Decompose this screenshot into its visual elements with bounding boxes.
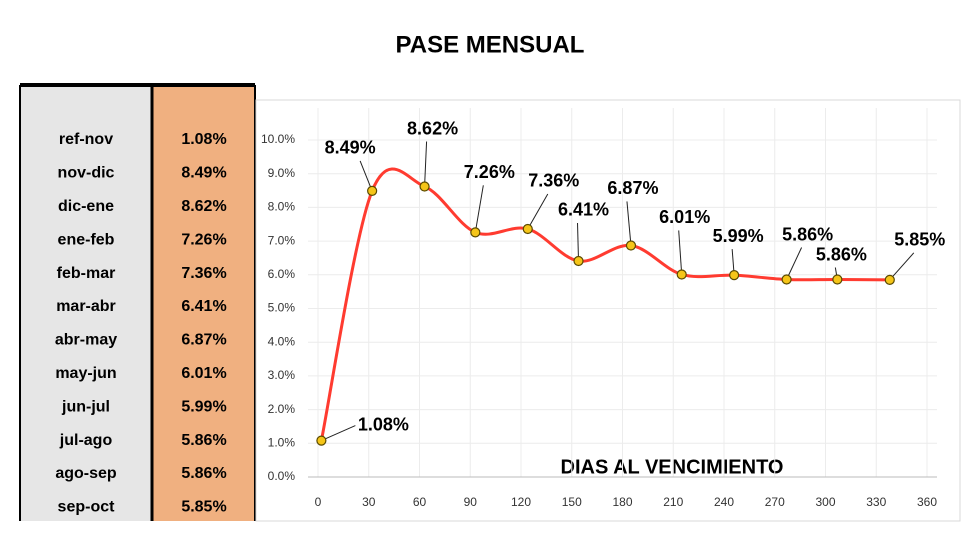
point (729, 270, 740, 281)
x-tick-label: 0 (315, 495, 322, 509)
point (573, 255, 584, 267)
data-label: 5.86% (816, 244, 867, 264)
data-label: 8.62% (407, 118, 458, 138)
point (676, 269, 687, 280)
y-tick-label: 6.0% (268, 267, 296, 281)
y-tick-label: 0.0% (268, 469, 296, 483)
data-label: 5.99% (713, 226, 764, 246)
x-tick-label: 120 (511, 495, 531, 509)
x-tick-label: 270 (765, 495, 785, 509)
point (470, 227, 481, 238)
row-label: ene-feb (58, 231, 115, 248)
x-tick-label: 360 (917, 495, 937, 509)
row-label: abr-may (55, 332, 117, 349)
x-tick-label: 300 (815, 495, 835, 509)
label-leader (424, 141, 428, 187)
row-value: 7.26% (181, 231, 226, 248)
row-label: jul-ago (59, 432, 113, 449)
row-label: ref-nov (59, 131, 113, 148)
value-column (152, 85, 255, 521)
row-label: mar-abr (56, 298, 116, 315)
row-label: jun-jul (61, 398, 110, 415)
label-leader (889, 252, 915, 281)
y-tick-label: 1.0% (268, 435, 296, 449)
row-value: 8.62% (181, 198, 226, 215)
data-label: 7.36% (528, 171, 579, 191)
label-leader (359, 160, 373, 192)
row-label: sep-oct (58, 499, 116, 516)
label-leader (527, 193, 549, 230)
row-label: dic-ene (58, 198, 114, 215)
y-tick-label: 7.0% (268, 233, 296, 247)
row-label: may-jun (55, 365, 116, 382)
x-tick-label: 210 (663, 495, 683, 509)
data-label: 6.87% (607, 178, 658, 198)
data-label: 1.08% (358, 414, 409, 434)
point (884, 274, 895, 285)
row-label: nov-dic (58, 165, 115, 182)
label-leader (321, 425, 356, 442)
y-tick-label: 2.0% (268, 402, 296, 416)
point (832, 274, 843, 285)
row-label: ago-sep (55, 465, 117, 482)
y-tick-label: 9.0% (268, 166, 296, 180)
point (522, 223, 533, 235)
row-value: 6.87% (181, 332, 226, 349)
label-leader (786, 247, 803, 280)
point (316, 435, 327, 446)
x-tick-label: 60 (413, 495, 427, 509)
row-label: feb-mar (57, 265, 116, 282)
x-tick-label: 180 (612, 495, 632, 509)
page-title: PASE MENSUAL (396, 31, 585, 58)
data-label: 8.49% (325, 138, 376, 158)
row-value: 1.08% (181, 131, 226, 148)
data-label: 6.41% (558, 200, 609, 220)
data-label: 5.86% (782, 224, 833, 244)
label-leader (626, 201, 632, 246)
row-value: 5.85% (181, 499, 226, 516)
row-value: 5.99% (181, 398, 226, 415)
y-tick-label: 5.0% (268, 301, 296, 315)
row-value: 7.36% (181, 265, 226, 282)
x-tick-label: 30 (362, 495, 376, 509)
data-label: 7.26% (464, 162, 515, 182)
label-leader (577, 222, 580, 261)
label-column (20, 85, 152, 521)
x-axis-label: DIAS AL VENCIMIENTO (561, 456, 784, 478)
row-value: 5.86% (181, 432, 226, 449)
data-label: 5.85% (894, 230, 945, 250)
row-value: 6.01% (181, 365, 226, 382)
row-value: 6.41% (181, 298, 226, 315)
row-value: 8.49% (181, 165, 226, 182)
y-tick-label: 10.0% (261, 132, 295, 146)
x-tick-label: 150 (562, 495, 582, 509)
label-leader (474, 185, 484, 233)
y-tick-label: 8.0% (268, 200, 296, 214)
x-tick-label: 90 (464, 495, 478, 509)
row-value: 5.86% (181, 465, 226, 482)
label-leader (678, 230, 683, 275)
point (625, 240, 637, 251)
y-tick-label: 3.0% (268, 368, 296, 382)
data-label: 6.01% (659, 207, 710, 227)
x-tick-label: 240 (714, 495, 734, 509)
point (367, 185, 378, 196)
point (419, 181, 430, 192)
x-tick-label: 330 (866, 495, 886, 509)
point (781, 274, 792, 285)
chart-area (255, 99, 961, 522)
y-tick-label: 4.0% (268, 334, 296, 348)
